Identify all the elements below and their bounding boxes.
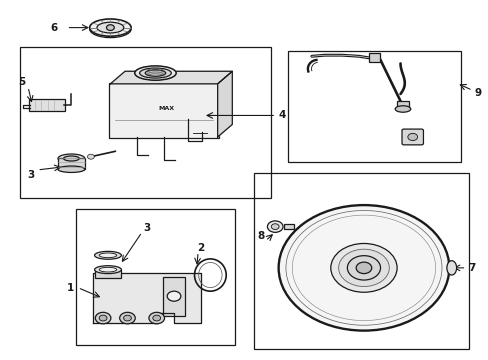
Ellipse shape (446, 261, 456, 275)
Circle shape (106, 25, 114, 31)
Ellipse shape (58, 166, 84, 172)
Circle shape (346, 256, 380, 280)
Text: 6: 6 (51, 23, 58, 33)
Circle shape (95, 312, 111, 324)
Text: 1: 1 (67, 283, 74, 293)
Text: 3: 3 (27, 170, 35, 180)
Circle shape (278, 205, 448, 330)
FancyBboxPatch shape (401, 129, 423, 145)
Bar (368, 53, 379, 62)
Polygon shape (110, 71, 232, 84)
Text: 7: 7 (468, 263, 475, 273)
Bar (284, 225, 293, 229)
Text: 5: 5 (18, 77, 25, 87)
Circle shape (330, 243, 396, 292)
Circle shape (149, 312, 164, 324)
Circle shape (355, 262, 371, 274)
Ellipse shape (63, 156, 79, 161)
Ellipse shape (145, 70, 165, 76)
Text: 2: 2 (197, 243, 204, 253)
Ellipse shape (140, 68, 171, 78)
Bar (58, 158, 84, 169)
Text: 9: 9 (473, 88, 480, 98)
Bar (396, 101, 408, 109)
Ellipse shape (94, 251, 121, 259)
FancyBboxPatch shape (29, 99, 65, 111)
Ellipse shape (99, 253, 117, 258)
Circle shape (87, 154, 94, 159)
Bar (288, 51, 461, 162)
Ellipse shape (58, 154, 84, 163)
Circle shape (407, 134, 417, 140)
Circle shape (153, 315, 160, 321)
Circle shape (99, 315, 107, 321)
Polygon shape (93, 273, 200, 323)
Circle shape (120, 312, 135, 324)
Circle shape (167, 291, 181, 301)
Bar (163, 277, 184, 316)
Ellipse shape (99, 267, 117, 272)
FancyBboxPatch shape (109, 83, 218, 138)
Text: 4: 4 (278, 111, 285, 121)
Text: 3: 3 (143, 224, 150, 233)
Ellipse shape (97, 22, 123, 33)
Ellipse shape (89, 19, 131, 36)
Polygon shape (217, 71, 232, 137)
Ellipse shape (94, 266, 121, 274)
Text: MAX: MAX (158, 106, 174, 111)
Bar (76, 209, 234, 345)
Ellipse shape (394, 106, 410, 112)
Circle shape (338, 249, 388, 287)
Bar (254, 173, 468, 348)
Text: 8: 8 (257, 231, 264, 241)
Circle shape (123, 315, 131, 321)
Circle shape (271, 224, 279, 229)
Bar (20, 47, 271, 198)
Circle shape (267, 221, 283, 232)
Bar (94, 269, 121, 278)
Ellipse shape (135, 66, 176, 80)
